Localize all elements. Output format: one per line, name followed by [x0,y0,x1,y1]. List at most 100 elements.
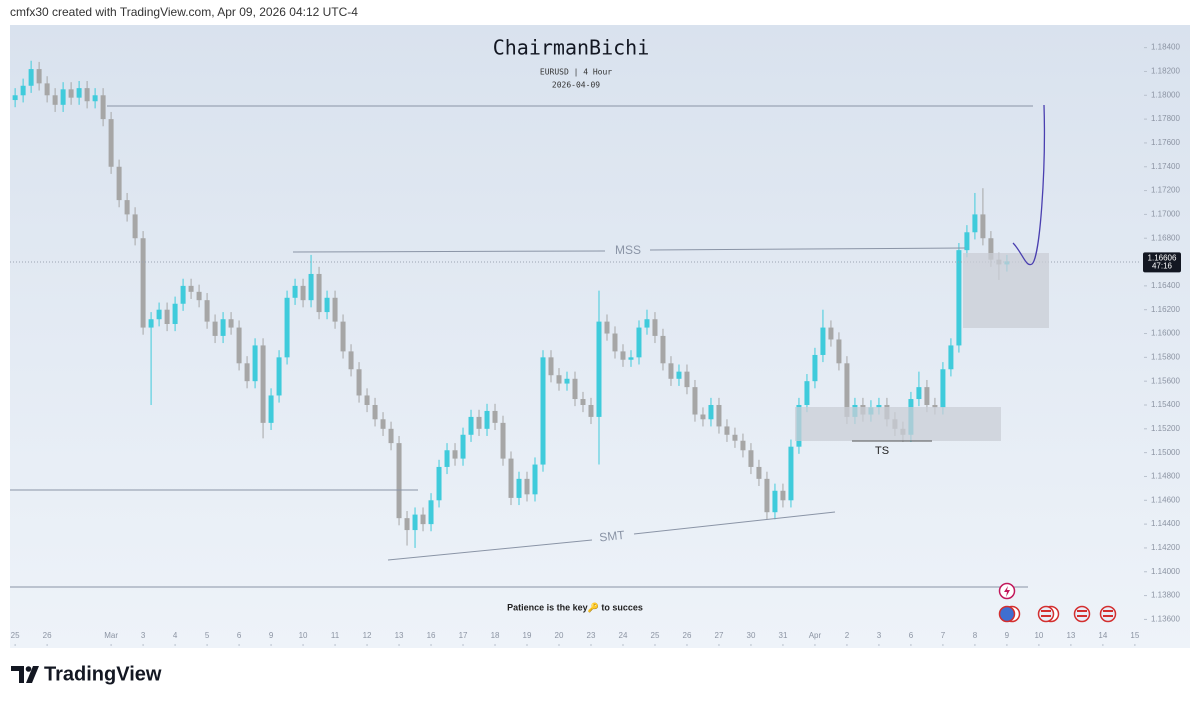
y-tick-label: 1.14800 [1151,472,1180,481]
candle-body [396,443,402,519]
candle-body [52,95,58,105]
y-tick-label: 1.17600 [1151,138,1180,147]
candle-body [820,327,826,355]
flag-stripe [1103,610,1113,612]
x-tick-label: 23 [587,631,596,640]
logo-mark [11,666,24,683]
candle-body [412,514,418,531]
candle-body [532,464,538,495]
candle-body [716,404,722,427]
x-tick-label: 26 [43,631,52,640]
x-tick-label: 7 [941,631,946,640]
mss-line [292,250,606,253]
x-tick-label: 13 [395,631,404,640]
candle-body [316,273,322,313]
candle-body [772,490,778,513]
x-tick-label: 15 [1130,631,1139,640]
candle-body [708,404,714,420]
candle-body [356,369,362,396]
candle-body [732,434,738,441]
brand-logo: TradingView [11,663,162,685]
candle-body [380,419,386,429]
mss-line [649,247,966,251]
candle-body [172,303,178,324]
projection-curve [1012,104,1046,266]
x-tick-label: 3 [877,631,882,640]
candle-body [436,466,442,501]
candle-body [60,89,66,105]
candle-body [20,85,26,96]
x-tick-label: 6 [237,631,242,640]
chart-date: 2026-04-09 [552,81,600,90]
candle-body [812,354,818,382]
candle-body [588,404,594,417]
candle-body [372,404,378,420]
ts-label: TS [875,445,889,457]
note-label: Patience is the key🔑 to succes [507,601,643,613]
y-tick-label: 1.14200 [1151,543,1180,552]
candle-body [100,95,106,120]
candle-body [260,345,266,423]
candle-body [804,381,810,405]
x-tick-label: 3 [141,631,146,640]
candle-body [780,490,786,501]
axes: 1.18400 1.18200 1.18000 1.17800 1.17600 1.174… [11,43,1180,646]
candle-body [628,357,634,360]
candle-body [524,478,530,495]
candle-body [68,89,74,98]
x-tick-label: 10 [299,631,308,640]
candle-body [676,371,682,379]
candle-body [740,440,746,451]
candle-body [668,363,674,379]
candle-body [684,371,690,388]
candle-body [604,321,610,334]
candle-body [940,369,946,408]
brand-name: TradingView [44,663,162,685]
y-tick-label: 1.14400 [1151,519,1180,528]
x-tick-label: 26 [683,631,692,640]
x-tick-label: 27 [715,631,724,640]
event-icon[interactable] [1037,605,1055,623]
candle-body [700,414,706,420]
event-icon[interactable] [998,605,1016,623]
y-tick-label: 1.18000 [1151,90,1180,99]
candle-body [876,404,882,408]
candle-body [828,327,834,340]
logo-mark [25,666,32,672]
candle-body [596,321,602,417]
candle-body [428,500,434,525]
candle-body [988,238,994,260]
candle-body [564,378,570,384]
candle-body [916,387,922,400]
candle-body [84,88,90,102]
candle-body [348,351,354,370]
candle-body [228,319,234,328]
candle-body [308,273,314,301]
candle-body [148,319,154,328]
y-tick-label: 1.16800 [1151,233,1180,242]
y-tick-label: 1.14600 [1151,495,1180,504]
candle-body [132,214,138,239]
x-tick-label: 4 [173,631,178,640]
y-tick-label: 1.17200 [1151,186,1180,195]
candle-body [340,321,346,352]
candle-body [636,327,642,358]
candle-body [444,450,450,467]
candle-body [332,297,338,322]
y-tick-label: 1.17000 [1151,210,1180,219]
candle-body [932,404,938,408]
candle-body [164,309,170,324]
price-badge-label: 1.16606 [1148,253,1177,262]
candle-body [76,88,82,98]
event-icon[interactable] [1099,605,1117,623]
event-icon[interactable] [1073,605,1091,623]
candle-body [980,214,986,239]
candle-body [276,357,282,396]
y-tick-label: 1.15600 [1151,376,1180,385]
x-tick-label: 20 [555,631,564,640]
candle-body [756,466,762,479]
candle-body [404,518,410,531]
candle-body [236,327,242,364]
event-icon-glyph [1004,586,1010,597]
